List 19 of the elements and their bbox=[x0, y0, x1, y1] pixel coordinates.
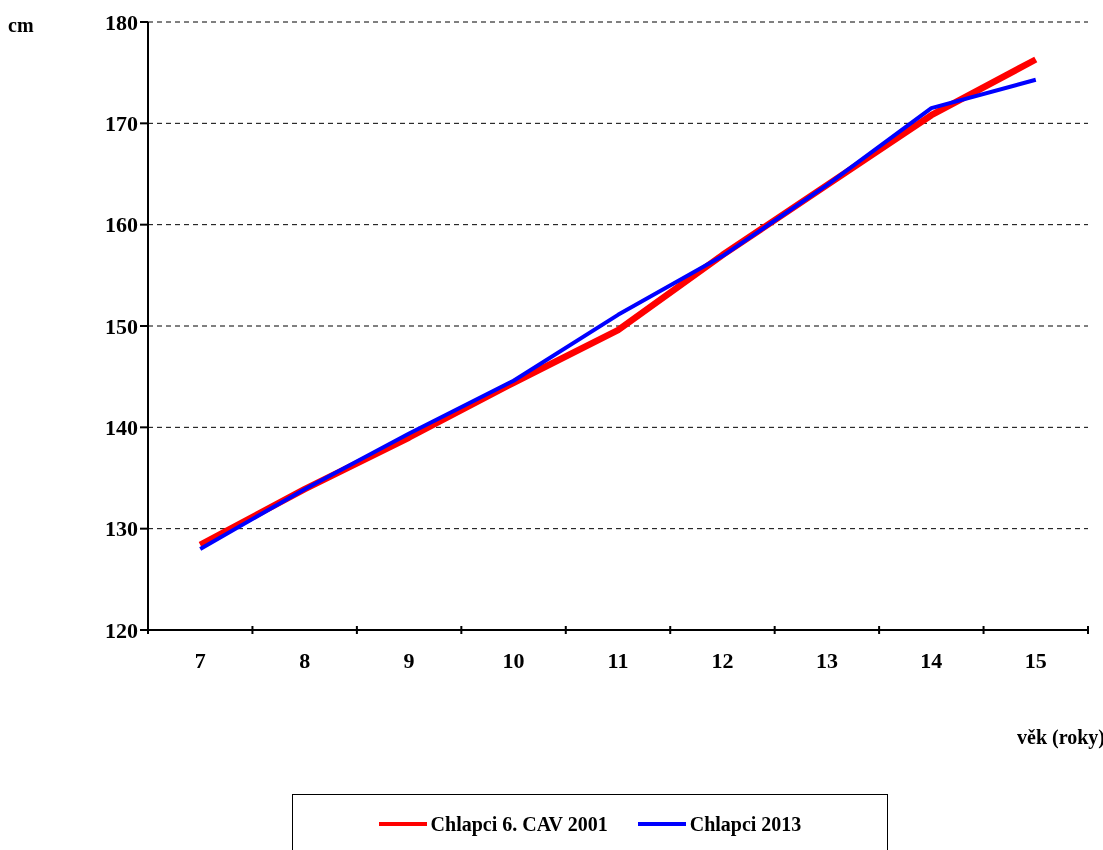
y-tick-label: 120 bbox=[105, 617, 138, 643]
x-tick-label: 9 bbox=[403, 648, 415, 673]
y-tick-label: 130 bbox=[105, 516, 138, 542]
y-tick-label: 150 bbox=[105, 313, 138, 339]
x-tick-label: 14 bbox=[920, 648, 943, 673]
y-tick-label: 180 bbox=[105, 9, 138, 35]
y-tick-label: 160 bbox=[105, 212, 138, 238]
x-tick-label: 13 bbox=[815, 648, 838, 673]
x-tick-label: 15 bbox=[1024, 648, 1047, 673]
x-tick-label: 7 bbox=[194, 648, 206, 673]
legend-label: Chlapci 6. CAV 2001 bbox=[430, 812, 608, 836]
x-tick-label: 8 bbox=[299, 648, 311, 673]
y-axis-title: cm bbox=[8, 14, 34, 37]
x-tick-label: 12 bbox=[711, 648, 734, 673]
y-tick-label: 170 bbox=[105, 111, 138, 137]
x-tick-label: 10 bbox=[502, 648, 525, 673]
x-tick-label: 11 bbox=[607, 648, 629, 673]
legend-label: Chlapci 2013 bbox=[689, 812, 802, 836]
y-tick-label: 140 bbox=[105, 415, 138, 441]
